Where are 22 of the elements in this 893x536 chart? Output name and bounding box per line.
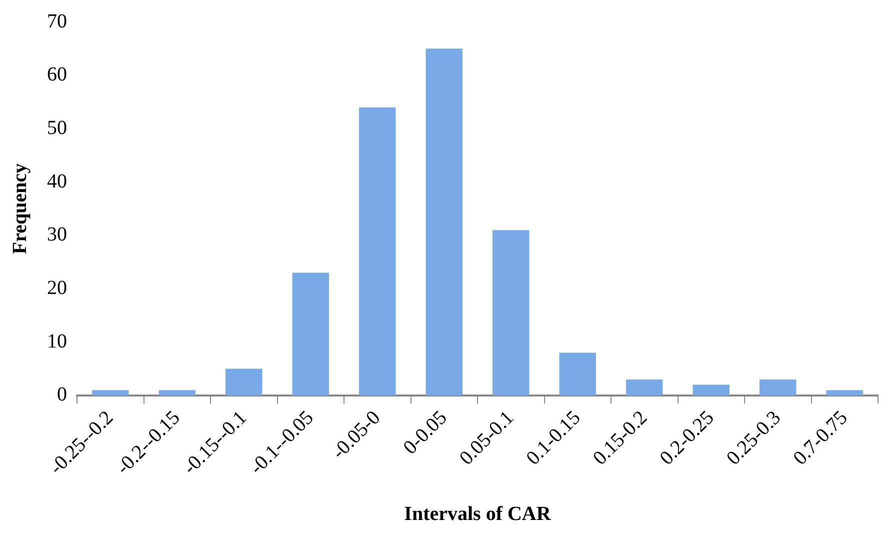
y-tick-label: 0 — [57, 384, 67, 406]
y-axis-title: Frequency — [9, 163, 32, 254]
y-tick-label: 70 — [47, 10, 67, 32]
y-tick-label: 60 — [47, 64, 67, 86]
x-axis-title: Intervals of CAR — [404, 503, 552, 526]
bar — [692, 384, 730, 396]
bar — [158, 390, 196, 396]
y-tick-label: 40 — [47, 170, 67, 192]
bar — [426, 48, 462, 396]
bar — [92, 390, 129, 396]
bar — [292, 272, 329, 396]
bar — [760, 379, 796, 396]
y-tick-label: 10 — [47, 330, 67, 352]
bar — [626, 379, 663, 396]
bar — [492, 230, 530, 396]
bar — [359, 107, 396, 396]
y-tick-label: 20 — [47, 277, 67, 300]
y-tick-label: 50 — [47, 116, 67, 139]
bar — [559, 352, 596, 396]
y-tick-label: 30 — [47, 224, 67, 246]
bar — [826, 390, 863, 396]
bar — [226, 368, 262, 396]
